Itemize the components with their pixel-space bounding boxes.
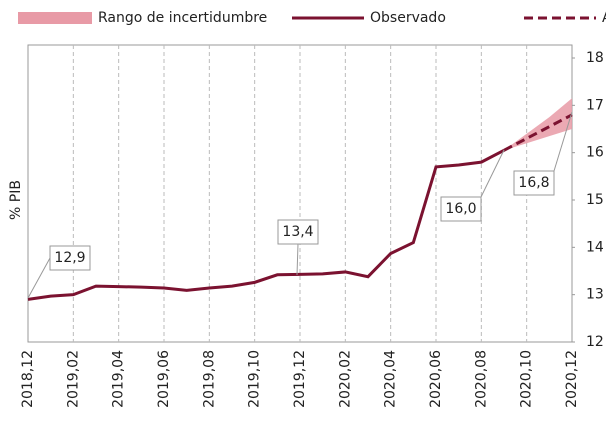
y-axis-title: % PIB [8,180,24,220]
y-tick-label: 17 [586,97,604,113]
x-tick-label: 2019,06 [156,350,172,408]
x-tick-label: 2020,12 [564,350,580,408]
y-tick-label: 13 [586,287,604,303]
legend-swatch [18,12,92,24]
y-tick-label: 18 [586,50,604,66]
y-tick-label: 16 [586,145,604,161]
y-tick-label: 14 [586,239,604,255]
y-tick-label: 12 [586,334,604,350]
legend-label: Observado [370,10,446,26]
x-tick-label: 2019,04 [111,350,127,408]
y-tick-label: 15 [586,192,604,208]
legend-label: AIReF [602,10,606,26]
x-tick-label: 2020,04 [383,350,399,408]
x-tick-label: 2019,08 [201,350,217,408]
annotation: 13,4 [282,224,313,240]
series-line [503,113,573,152]
annotation-connector [480,149,505,198]
legend-label: Rango de incertidumbre [98,10,267,26]
x-tick-label: 2020,10 [519,350,535,408]
annotation-box [440,196,482,222]
annotation-connector [27,257,51,299]
annotation-box [513,170,555,196]
x-tick-label: 2020,02 [337,350,353,408]
series-line [27,148,505,301]
x-tick-label: 2019,12 [292,350,308,408]
x-tick-label: 2019,10 [247,350,263,408]
x-tick-label: 2018,12 [20,350,36,408]
x-tick-label: 2019,02 [65,350,81,408]
annotation: 16,0 [445,201,476,217]
annotation-connector [553,111,573,172]
x-tick-label: 2020,06 [428,350,444,408]
annotation-box [49,245,91,271]
annotation: 12,9 [54,250,85,266]
uncertainty-band [504,98,572,151]
annotation: 16,8 [518,175,549,191]
annotation-box [277,219,319,245]
annotation-connector [296,243,299,276]
x-tick-label: 2020,08 [473,350,489,408]
